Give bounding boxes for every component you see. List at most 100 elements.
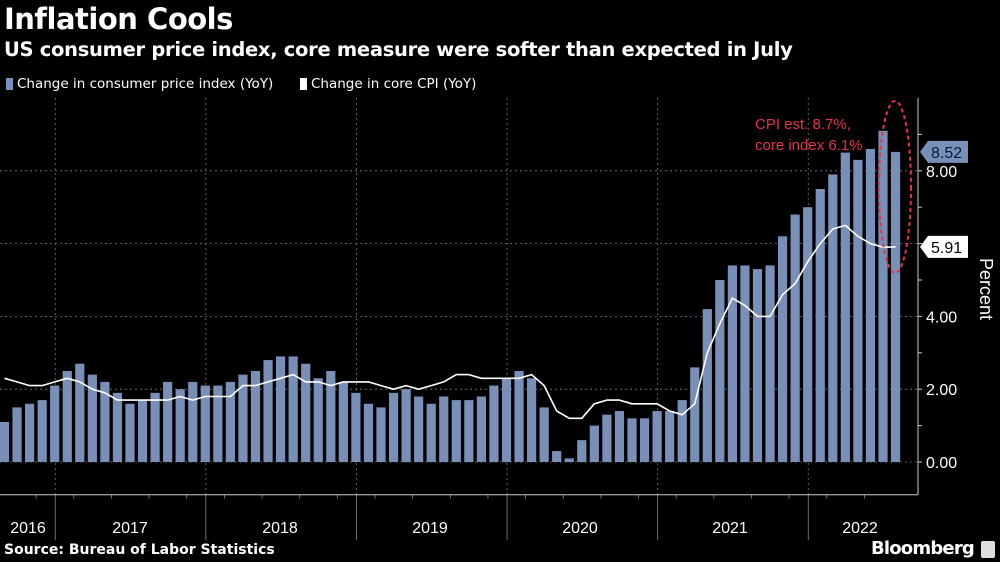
- bar: [301, 363, 311, 462]
- bar: [614, 411, 625, 462]
- bar: [489, 385, 499, 462]
- bar: [401, 389, 411, 462]
- bar: [200, 385, 210, 462]
- bar: [589, 425, 599, 462]
- cpi-last-value-tag: 8.52: [931, 145, 962, 162]
- x-tick-label: 2017: [112, 520, 148, 537]
- bar: [363, 403, 374, 462]
- bar: [100, 381, 110, 462]
- bar: [727, 265, 737, 462]
- bar: [276, 356, 286, 462]
- bar: [163, 381, 173, 462]
- bar: [652, 411, 662, 462]
- bar: [50, 385, 60, 462]
- bar: [740, 265, 750, 462]
- bar: [539, 407, 549, 462]
- bar: [790, 214, 800, 462]
- bar: [75, 363, 85, 462]
- bar: [263, 360, 273, 462]
- bar: [677, 400, 687, 462]
- bar: [639, 418, 650, 462]
- bar: [213, 385, 223, 462]
- bar: [815, 189, 825, 462]
- chart-subtitle: US consumer price index, core measure we…: [4, 38, 793, 61]
- core-last-value-tag-bg: [920, 235, 968, 258]
- bar: [439, 396, 449, 462]
- bloomberg-chart-icon: [981, 541, 995, 558]
- bar: [803, 207, 813, 462]
- bar: [175, 389, 185, 462]
- bar: [388, 392, 399, 462]
- bar: [87, 374, 97, 462]
- bar: [25, 403, 35, 462]
- legend-item-core: Change in core CPI (YoY): [300, 76, 476, 92]
- bar: [137, 400, 148, 462]
- cpi-last-value-tag-bg: [920, 140, 968, 163]
- bar: [564, 458, 574, 462]
- bar: [112, 392, 123, 462]
- bar: [765, 265, 775, 462]
- bar: [313, 378, 323, 462]
- y-tick-label: 2.00: [926, 382, 957, 399]
- bar: [0, 421, 10, 462]
- bar: [414, 396, 424, 462]
- legend-swatch-cpi: [6, 78, 13, 90]
- bar: [690, 367, 700, 462]
- y-axis-label: Percent: [976, 258, 996, 320]
- bar: [338, 381, 348, 462]
- bar: [778, 236, 788, 462]
- bar: [451, 400, 461, 462]
- bar: [602, 414, 612, 462]
- x-tick-label: 2019: [412, 520, 448, 537]
- chart-title: Inflation Cools: [4, 2, 233, 36]
- legend-item-cpi: Change in consumer price index (YoY): [6, 76, 273, 92]
- bar: [62, 371, 72, 462]
- bar: [426, 403, 436, 462]
- bar: [326, 371, 336, 462]
- x-tick-label: 2021: [712, 520, 748, 537]
- y-tick-label: 0.00: [926, 455, 957, 472]
- bar: [865, 148, 876, 462]
- bar: [37, 400, 47, 462]
- bar: [125, 403, 135, 462]
- bar: [715, 280, 725, 462]
- bar: [840, 152, 850, 462]
- bar: [12, 407, 22, 462]
- y-tick-label: 4.00: [926, 309, 957, 326]
- bar: [890, 151, 901, 462]
- bar: [752, 269, 763, 462]
- bar: [552, 451, 562, 462]
- bar: [665, 411, 675, 462]
- bar: [577, 440, 587, 462]
- bar: [476, 396, 486, 462]
- legend-swatch-core: [300, 78, 307, 90]
- bar: [250, 371, 261, 462]
- bar: [853, 159, 863, 462]
- annotation-line-1: CPI est. 8.7%,: [755, 116, 851, 133]
- core-last-value-tag: 5.91: [931, 240, 962, 257]
- annotation-line-2: core index 6.1%: [755, 137, 863, 154]
- bar: [351, 392, 361, 462]
- bar: [514, 371, 524, 462]
- y-tick-label: 8.00: [926, 164, 957, 181]
- core-cpi-line: [4, 224, 896, 420]
- x-tick-label: 2020: [562, 520, 598, 537]
- bar: [828, 174, 838, 462]
- bar: [150, 392, 160, 462]
- bar: [501, 378, 512, 462]
- bar: [225, 381, 235, 462]
- x-tick-label: 2016: [10, 520, 46, 537]
- x-tick-label: 2022: [842, 520, 878, 537]
- bar: [627, 418, 637, 462]
- bar: [464, 400, 474, 462]
- bar: [376, 407, 386, 462]
- bar: [527, 378, 537, 462]
- x-tick-label: 2018: [262, 520, 298, 537]
- legend-label-core: Change in core CPI (YoY): [311, 76, 477, 92]
- annotation-ellipse: [878, 100, 912, 274]
- source-note: Source: Bureau of Labor Statistics: [4, 542, 275, 558]
- legend-label-cpi: Change in consumer price index (YoY): [17, 76, 274, 92]
- bar: [288, 356, 298, 462]
- bloomberg-logo: Bloomberg: [870, 538, 975, 559]
